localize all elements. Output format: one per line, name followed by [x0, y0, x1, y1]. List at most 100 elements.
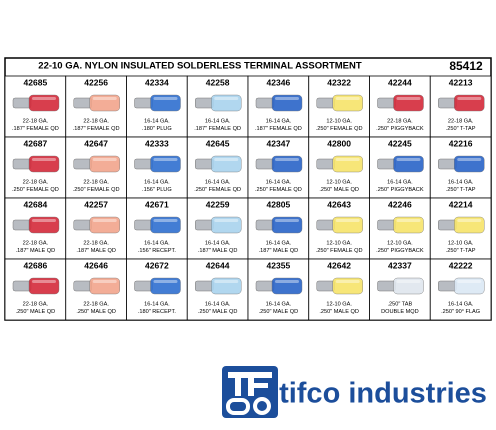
item-description: 22-18 GA.: [23, 301, 49, 307]
terminal-metal: [255, 219, 275, 231]
terminal-metal: [255, 97, 275, 109]
terminal-metal: [134, 158, 153, 170]
item-description: 12-10 GA.: [326, 118, 352, 124]
item-code: 42259: [206, 199, 230, 209]
part-number: 85412: [449, 59, 483, 73]
item-code: 42685: [24, 77, 48, 87]
terminal-insulation: [393, 155, 424, 173]
terminal-shine: [32, 219, 56, 222]
item-description: 16-14 GA.: [144, 240, 170, 246]
item-description: 16-14 GA.: [387, 179, 413, 185]
terminal-shine: [275, 219, 299, 222]
item-description: .180" PLUG: [142, 126, 172, 132]
terminal-metal: [316, 158, 335, 170]
item-description: .250" PIGGYBACK: [376, 187, 424, 193]
terminal-shine: [396, 158, 421, 161]
item-code: 42245: [388, 138, 412, 148]
item-description: 22-18 GA.: [83, 240, 109, 246]
item-code: 42805: [267, 199, 291, 209]
terminal-shine: [335, 219, 360, 222]
terminal-metal: [12, 158, 32, 170]
terminal-shine: [214, 158, 239, 161]
item-code: 42246: [388, 199, 412, 209]
terminal-insulation: [211, 277, 242, 295]
item-description: .250" MALE QD: [198, 309, 238, 315]
item-description: DOUBLE MQD: [381, 309, 419, 315]
item-code: 42244: [388, 77, 412, 87]
item-description: 16-14 GA.: [144, 179, 170, 185]
terminal-insulation: [150, 216, 181, 234]
terminal-metal: [316, 97, 335, 109]
item-description: .250" FEMALE QD: [73, 187, 120, 193]
terminal-metal: [195, 280, 214, 292]
item-description: 16-14 GA.: [448, 179, 474, 185]
item-description: .156" PLUG: [142, 187, 172, 193]
terminal-metal: [377, 280, 396, 292]
item-code: 42647: [84, 138, 108, 148]
terminal-insulation: [271, 155, 303, 173]
terminal-metal: [195, 219, 214, 231]
item-code: 42222: [449, 260, 473, 270]
terminal-insulation: [150, 155, 181, 173]
item-description: .187" MALE QD: [259, 248, 299, 254]
item-code: 42672: [145, 260, 169, 270]
item-description: .250" PIGGYBACK: [376, 248, 424, 254]
logo-mark: [222, 366, 278, 418]
item-description: .250" FEMALE QD: [316, 126, 363, 132]
item-description: .156" RECEPT.: [138, 248, 176, 254]
terminal-insulation: [332, 277, 363, 295]
terminal-metal: [134, 280, 153, 292]
terminal-shine: [32, 97, 56, 100]
item-code: 42333: [145, 138, 169, 148]
terminal-insulation: [393, 277, 424, 295]
item-description: 22-18 GA.: [448, 118, 474, 124]
item-description: .250" T-TAP: [446, 126, 476, 132]
item-code: 42337: [388, 260, 412, 270]
item-code: 42346: [267, 77, 291, 87]
terminal-insulation: [454, 94, 485, 112]
terminal-metal: [73, 158, 92, 170]
item-code: 42216: [449, 138, 473, 148]
item-description: .187" MALE QD: [198, 248, 238, 254]
item-code: 42355: [267, 260, 291, 270]
item-description: 12-10 GA.: [387, 240, 413, 246]
item-code: 42644: [206, 260, 230, 270]
item-description: .250" T-TAP: [446, 187, 476, 193]
item-description: .250" FEMALE QD: [255, 187, 302, 193]
item-description: 16-14 GA.: [266, 301, 292, 307]
item-description: 12-10 GA.: [326, 240, 352, 246]
item-description: 16-14 GA.: [266, 179, 292, 185]
terminal-shine: [457, 158, 482, 161]
terminal-insulation: [271, 277, 303, 295]
terminal-metal: [438, 280, 457, 292]
terminal-metal: [255, 280, 275, 292]
item-code: 42645: [206, 138, 230, 148]
item-description: 22-18 GA.: [83, 118, 109, 124]
terminal-insulation: [454, 277, 485, 295]
terminal-insulation: [28, 155, 60, 173]
item-description: .250" T-TAP: [446, 248, 476, 254]
item-description: 16-14 GA.: [205, 240, 231, 246]
terminal-shine: [153, 219, 178, 222]
terminal-metal: [195, 158, 214, 170]
terminal-metal: [377, 97, 396, 109]
terminal-shine: [92, 219, 117, 222]
item-code: 42213: [449, 77, 473, 87]
terminal-shine: [153, 280, 178, 283]
item-description: 16-14 GA.: [266, 240, 292, 246]
item-code: 42643: [327, 199, 351, 209]
terminal-metal: [73, 280, 92, 292]
terminal-metal: [195, 97, 214, 109]
item-code: 42258: [206, 77, 230, 87]
terminal-metal: [73, 219, 92, 231]
item-description: 12-10 GA.: [326, 301, 352, 307]
item-description: .250" FEMALE QD: [12, 187, 59, 193]
item-code: 42687: [24, 138, 48, 148]
item-description: 22-18 GA.: [23, 240, 49, 246]
item-code: 42646: [84, 260, 108, 270]
grid: 42685 22-18 GA. .187" FEMALE QD 42256 22-18 …: [4, 75, 492, 321]
item-description: .180" RECEPT.: [138, 309, 176, 315]
terminal-metal: [12, 280, 32, 292]
terminal-metal: [438, 158, 457, 170]
terminal-shine: [275, 158, 299, 161]
